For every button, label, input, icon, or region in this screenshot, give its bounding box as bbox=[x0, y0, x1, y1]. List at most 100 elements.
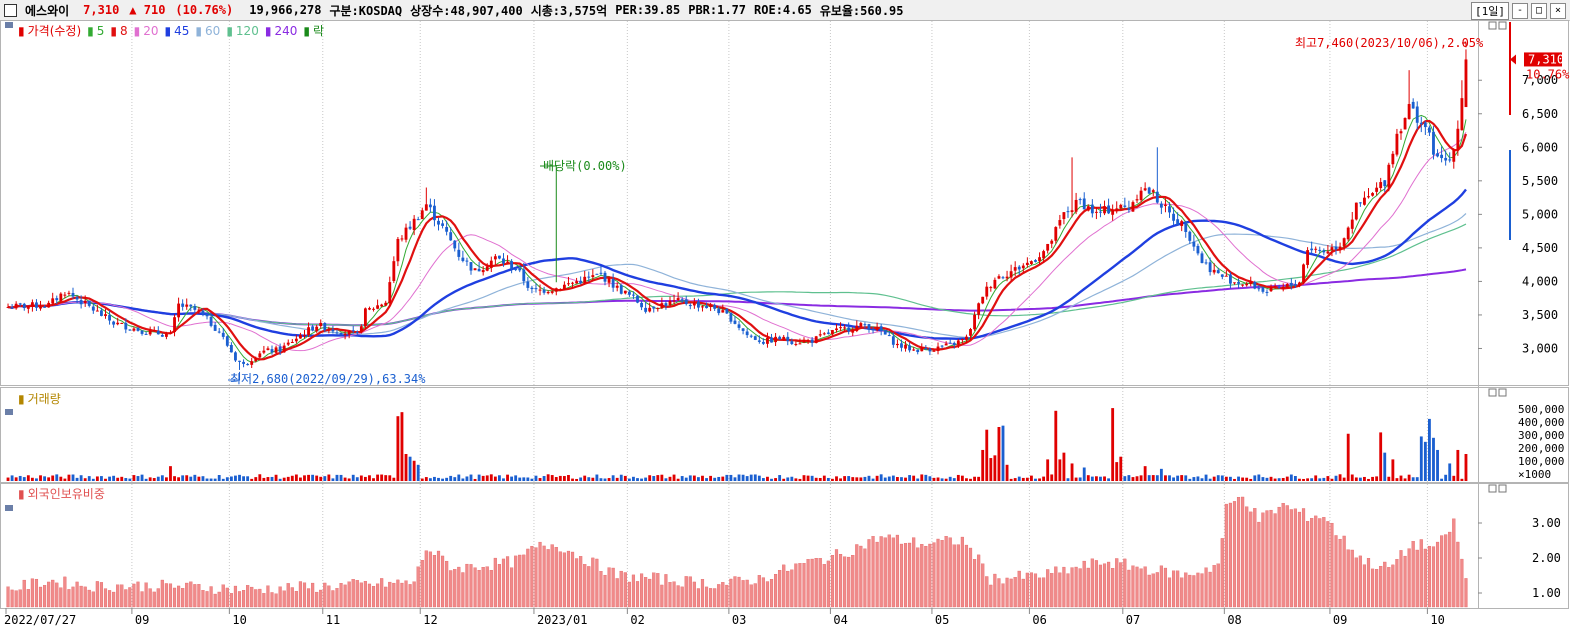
volume-bar bbox=[327, 474, 331, 481]
candle-body bbox=[611, 279, 615, 288]
restore-button[interactable]: □ bbox=[1531, 3, 1547, 19]
foreign-ratio-bar bbox=[1407, 548, 1411, 608]
candle-body bbox=[1050, 240, 1054, 244]
volume-bar bbox=[1460, 478, 1464, 481]
candle-body bbox=[977, 303, 981, 315]
volume-bar bbox=[1285, 476, 1289, 481]
candle-body bbox=[392, 261, 396, 281]
candle-body bbox=[676, 298, 680, 301]
volume-bar bbox=[469, 474, 473, 481]
foreign-ratio-bar bbox=[278, 586, 282, 608]
foreign-ratio-bar bbox=[518, 554, 522, 608]
volume-bar bbox=[100, 476, 103, 481]
candle-body bbox=[1094, 211, 1098, 213]
candle-body bbox=[1391, 153, 1395, 165]
candle-body bbox=[331, 329, 335, 332]
candle-body bbox=[453, 240, 457, 249]
candle-body bbox=[1090, 204, 1094, 214]
volume-bar bbox=[372, 478, 375, 481]
foreign-ratio-bar bbox=[696, 588, 700, 608]
candle-body bbox=[6, 306, 10, 308]
price-legend-item-8[interactable]: 락 bbox=[312, 24, 324, 38]
price-legend-item-4[interactable]: 45 bbox=[174, 23, 190, 38]
foreign-ratio-bar bbox=[461, 572, 465, 608]
volume-bar bbox=[59, 476, 63, 481]
price-legend-item-7[interactable]: 240 bbox=[274, 23, 298, 38]
window-icon[interactable] bbox=[4, 3, 17, 17]
volume-bar bbox=[591, 477, 595, 481]
volume-bar bbox=[871, 478, 875, 481]
foreign-ratio-bar bbox=[855, 544, 859, 608]
foreign-ratio-bar bbox=[327, 585, 331, 608]
low-annotation-pointer bbox=[228, 371, 241, 381]
price-legend-item-2[interactable]: 8 bbox=[120, 23, 128, 38]
price-legend-item-5[interactable]: 60 bbox=[205, 23, 221, 38]
price-legend-item-3[interactable]: 20 bbox=[143, 23, 159, 38]
volume-bar bbox=[599, 478, 603, 481]
foreign-ratio-bar bbox=[1062, 566, 1066, 608]
foreign-ratio-bar bbox=[1334, 535, 1338, 608]
foreign-ratio-bar bbox=[449, 570, 453, 608]
volume-bar bbox=[1009, 478, 1013, 481]
volume-bar bbox=[632, 476, 635, 481]
foreign-ratio-bar bbox=[331, 590, 335, 608]
foreign-ratio-bar bbox=[1196, 572, 1200, 608]
volume-bar bbox=[989, 458, 993, 481]
volume-bar bbox=[713, 477, 717, 481]
candle-body bbox=[437, 220, 440, 225]
foreign-ratio-bar bbox=[1379, 566, 1383, 608]
foreign-ratio-bar bbox=[1297, 511, 1302, 608]
period-selector[interactable]: [1일] bbox=[1471, 2, 1509, 20]
foreign-ratio-bar bbox=[392, 582, 396, 608]
volume-bar bbox=[193, 474, 197, 481]
foreign-ratio-bar bbox=[932, 542, 936, 608]
candle-body bbox=[530, 287, 534, 290]
volume-bar bbox=[1208, 478, 1212, 481]
foreign-ratio-bar bbox=[741, 580, 745, 608]
foreign-ratio-bar bbox=[270, 592, 274, 608]
volume-bar bbox=[1180, 475, 1184, 481]
candle-body bbox=[871, 328, 875, 331]
candle-body bbox=[948, 342, 952, 344]
volume-bar bbox=[95, 476, 99, 481]
volume-bar bbox=[303, 475, 306, 481]
candle-body bbox=[993, 279, 997, 289]
volume-bar bbox=[1293, 476, 1297, 481]
price-legend-marker-6: ▮ bbox=[226, 23, 233, 38]
foreign-ratio-bar bbox=[197, 584, 201, 608]
candle-body bbox=[1196, 245, 1200, 254]
minimize-button[interactable]: - bbox=[1512, 3, 1528, 19]
foreign-ratio-bar bbox=[10, 589, 14, 608]
volume-bar bbox=[1119, 456, 1123, 481]
volume-bar bbox=[343, 477, 347, 481]
foreign-ratio-bar bbox=[916, 547, 920, 608]
foreign-ratio-bar bbox=[631, 574, 636, 608]
foreign-ratio-bar bbox=[380, 578, 384, 608]
volume-bar bbox=[55, 474, 59, 481]
candle-body bbox=[725, 309, 729, 314]
candle-body bbox=[912, 349, 916, 351]
volume-bar bbox=[794, 478, 798, 481]
candle-body bbox=[835, 328, 838, 331]
candle-body bbox=[335, 332, 339, 334]
volume-bar bbox=[790, 476, 794, 481]
x-axis-label: 07 bbox=[1126, 613, 1140, 627]
price-legend-item-1[interactable]: 5 bbox=[96, 23, 105, 38]
volume-bar bbox=[368, 475, 371, 481]
foreign-ratio-bar bbox=[465, 563, 469, 608]
price-tick-label: 4,000 bbox=[1522, 274, 1558, 288]
price-legend-item-0[interactable]: 가격(수정) bbox=[27, 24, 82, 38]
candle-body bbox=[209, 316, 213, 326]
foreign-ratio-bar bbox=[883, 537, 887, 608]
price-legend-item-6[interactable]: 120 bbox=[235, 23, 259, 38]
foreign-ratio-bar bbox=[445, 560, 449, 608]
volume-bar bbox=[396, 416, 400, 481]
close-button[interactable]: × bbox=[1550, 3, 1566, 19]
volume-bar bbox=[278, 478, 282, 481]
foreign-ratio-bar bbox=[400, 582, 404, 608]
foreign-ratio-bar bbox=[1354, 557, 1358, 608]
candle-body bbox=[1131, 202, 1135, 212]
foreign-ratio-bar bbox=[30, 578, 34, 608]
volume-bar bbox=[1277, 478, 1281, 481]
